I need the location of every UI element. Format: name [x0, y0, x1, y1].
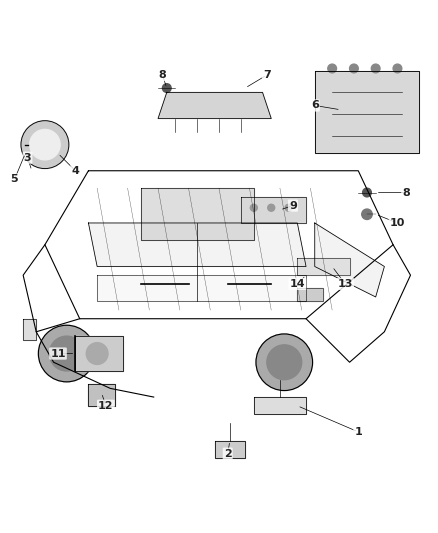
- Circle shape: [268, 204, 275, 211]
- Circle shape: [39, 325, 95, 382]
- Circle shape: [86, 343, 108, 365]
- Polygon shape: [75, 336, 123, 371]
- Circle shape: [371, 64, 380, 73]
- Polygon shape: [97, 275, 306, 301]
- Circle shape: [256, 334, 313, 391]
- Circle shape: [285, 204, 292, 211]
- Text: 2: 2: [224, 449, 232, 458]
- Circle shape: [393, 64, 402, 73]
- Circle shape: [251, 204, 257, 211]
- Text: 7: 7: [263, 70, 271, 80]
- Polygon shape: [315, 223, 385, 297]
- Polygon shape: [315, 71, 419, 154]
- Polygon shape: [141, 188, 254, 240]
- Polygon shape: [254, 397, 306, 415]
- Text: 8: 8: [402, 188, 410, 198]
- Text: 14: 14: [290, 279, 305, 289]
- Text: 6: 6: [311, 100, 319, 110]
- Polygon shape: [23, 319, 36, 341]
- Text: 12: 12: [98, 401, 113, 411]
- Polygon shape: [241, 197, 306, 223]
- Circle shape: [350, 64, 358, 73]
- Text: 1: 1: [354, 427, 362, 437]
- Text: 11: 11: [50, 349, 66, 359]
- Polygon shape: [297, 258, 350, 275]
- Circle shape: [363, 188, 371, 197]
- Text: 13: 13: [338, 279, 353, 289]
- Circle shape: [49, 336, 84, 371]
- Text: 3: 3: [24, 152, 31, 163]
- Text: 8: 8: [159, 70, 166, 80]
- Polygon shape: [88, 223, 306, 266]
- Circle shape: [328, 64, 336, 73]
- Text: 10: 10: [390, 218, 405, 228]
- Polygon shape: [215, 441, 245, 458]
- Polygon shape: [297, 288, 323, 301]
- Circle shape: [21, 120, 69, 168]
- Circle shape: [267, 345, 302, 379]
- Polygon shape: [88, 384, 115, 406]
- Circle shape: [162, 84, 171, 92]
- Circle shape: [30, 130, 60, 160]
- Circle shape: [362, 209, 372, 220]
- Text: 4: 4: [71, 166, 79, 176]
- Text: 5: 5: [11, 174, 18, 184]
- Text: 9: 9: [289, 200, 297, 211]
- Polygon shape: [158, 92, 271, 118]
